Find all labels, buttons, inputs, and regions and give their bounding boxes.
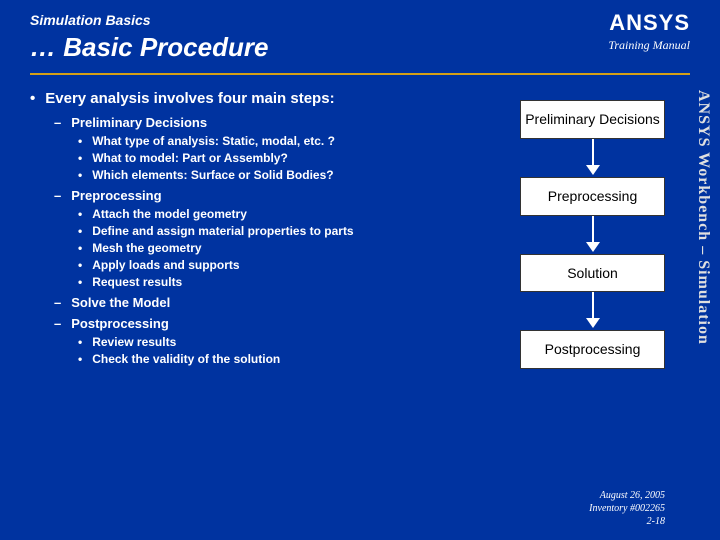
list-item: Attach the model geometry	[78, 207, 470, 221]
flow-arrow-icon	[520, 216, 665, 254]
training-label: Training Manual	[608, 38, 690, 53]
footer-page: 2-18	[589, 515, 665, 528]
list-item: Review results	[78, 335, 470, 349]
slide-header: Simulation Basics … Basic Procedure ANSY…	[0, 0, 720, 67]
flow-arrow-icon	[520, 292, 665, 330]
list-item: What to model: Part or Assembly?	[78, 151, 470, 165]
list-item: Check the validity of the solution	[78, 352, 470, 366]
section-heading: Solve the Model	[54, 295, 470, 310]
footer-date: August 26, 2005	[589, 489, 665, 502]
flow-box: Postprocessing	[520, 330, 665, 369]
flow-box: Preliminary Decisions	[520, 100, 665, 139]
section-heading: Postprocessing	[54, 316, 470, 331]
divider	[30, 73, 690, 75]
list-item: Which elements: Surface or Solid Bodies?	[78, 168, 470, 182]
flow-arrow-icon	[520, 139, 665, 177]
section-heading: Preliminary Decisions	[54, 115, 470, 130]
flow-box: Solution	[520, 254, 665, 293]
logo-block: ANSYS Training Manual	[608, 10, 690, 53]
page-title: … Basic Procedure	[30, 32, 690, 63]
slide-footer: August 26, 2005 Inventory #002265 2-18	[589, 489, 665, 528]
ansys-logo: ANSYS	[608, 10, 690, 36]
side-watermark: ANSYS Workbench – Simulation	[692, 90, 712, 420]
list-item: What type of analysis: Static, modal, et…	[78, 134, 470, 148]
list-item: Apply loads and supports	[78, 258, 470, 272]
list-item: Request results	[78, 275, 470, 289]
list-item: Mesh the geometry	[78, 241, 470, 255]
content-body: Every analysis involves four main steps:…	[30, 90, 470, 366]
subtitle: Simulation Basics	[30, 12, 690, 28]
footer-inventory: Inventory #002265	[589, 502, 665, 515]
flow-box: Preprocessing	[520, 177, 665, 216]
list-item: Define and assign material properties to…	[78, 224, 470, 238]
heading-lvl1: Every analysis involves four main steps:	[30, 90, 470, 107]
flowchart: Preliminary Decisions Preprocessing Solu…	[520, 100, 665, 369]
section-heading: Preprocessing	[54, 188, 470, 203]
